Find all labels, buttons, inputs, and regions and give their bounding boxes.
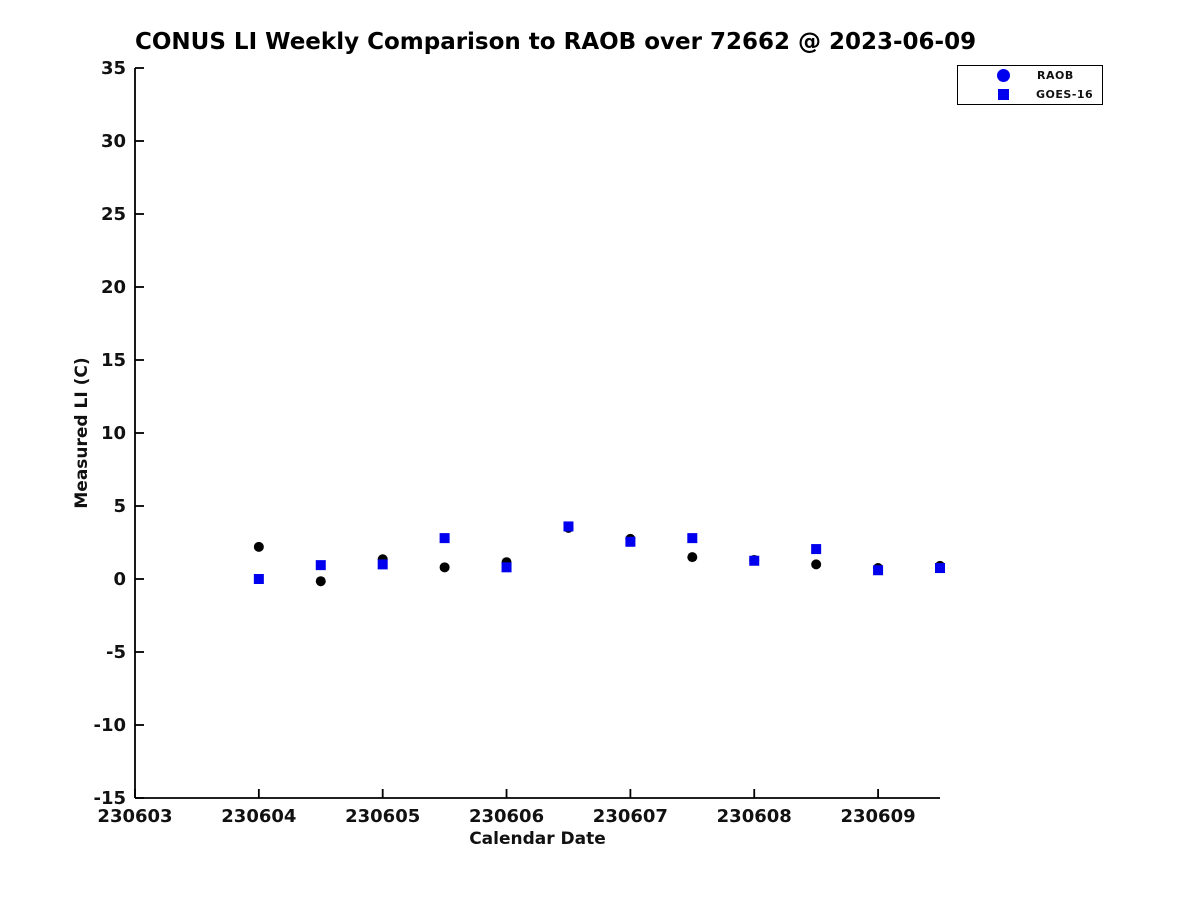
data-point-goes-16: [811, 544, 822, 555]
y-tick-label: 35: [101, 58, 126, 79]
data-point-goes-16: [687, 533, 698, 544]
data-point-goes-16: [625, 536, 636, 547]
data-point-goes-16: [315, 560, 326, 571]
data-point-raob: [811, 559, 822, 570]
y-tick-label: 5: [113, 496, 126, 517]
x-axis-label: Calendar Date: [469, 829, 606, 849]
y-tick-label: 0: [113, 569, 126, 590]
data-point-raob: [315, 576, 326, 587]
raob-circle-marker-icon: [997, 69, 1010, 82]
x-tick-label: 230605: [345, 806, 420, 827]
legend-item-raob: RAOB: [958, 66, 1102, 85]
data-point-goes-16: [253, 574, 264, 584]
data-point-goes-16: [439, 533, 450, 544]
legend: RAOB GOES-16: [957, 65, 1103, 105]
x-tick-label: 230607: [593, 806, 668, 827]
chart-title: CONUS LI Weekly Comparison to RAOB over …: [135, 29, 977, 55]
data-point-goes-16: [873, 565, 884, 576]
y-tick-label: 10: [101, 423, 126, 444]
x-tick-label: 230603: [97, 806, 172, 827]
data-point-raob: [253, 541, 264, 552]
data-point-goes-16: [563, 521, 574, 532]
y-tick-label: 25: [101, 204, 126, 225]
x-tick-label: 230606: [469, 806, 544, 827]
y-tick-label: 15: [101, 350, 126, 371]
x-tick-label: 230609: [840, 806, 915, 827]
y-tick-label: 30: [101, 131, 126, 152]
data-point-goes-16: [377, 559, 388, 570]
legend-label-goes16: GOES-16: [1036, 88, 1094, 101]
legend-label-raob: RAOB: [1037, 69, 1074, 82]
y-tick-label: 20: [101, 277, 126, 298]
data-point-goes-16: [935, 563, 945, 574]
data-point-raob: [439, 562, 450, 573]
data-point-raob: [687, 552, 698, 563]
data-point-goes-16: [749, 555, 760, 566]
y-tick-label: -10: [93, 715, 126, 736]
y-tick-label: -15: [93, 788, 126, 809]
legend-item-goes16: GOES-16: [958, 85, 1102, 104]
x-tick-label: 230604: [221, 806, 296, 827]
x-tick-label: 230608: [717, 806, 792, 827]
data-point-goes-16: [501, 562, 512, 573]
y-tick-label: -5: [106, 642, 126, 663]
goes16-square-marker-icon: [998, 89, 1009, 100]
